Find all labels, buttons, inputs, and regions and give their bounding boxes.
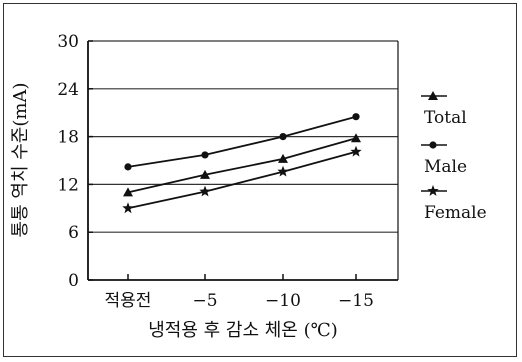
y-tick-label: 0: [68, 271, 79, 291]
axes: [87, 41, 399, 281]
x-axis-title: 냉적용 후 감소 체온 (℃): [148, 320, 338, 341]
y-tick-label: 24: [57, 80, 79, 100]
data-point-total: [123, 187, 133, 197]
legend-label-female: Female: [424, 203, 487, 223]
data-point-total: [351, 133, 361, 143]
series-line-male: [127, 115, 357, 168]
y-tick-labels: 0 6 12 18 24 30: [57, 32, 79, 291]
data-point-female: [199, 185, 211, 197]
figure-frame: [3, 3, 517, 357]
data-point-female: [277, 165, 289, 177]
y-axis-title: 통통 역치 수준(mA): [10, 83, 31, 238]
data-point-male: [124, 163, 132, 171]
y-tick-label: 12: [57, 175, 79, 195]
legend-marker-total: [428, 91, 438, 100]
data-point-total: [200, 169, 210, 179]
data-point-male: [352, 113, 360, 121]
legend-marker-male: [429, 141, 437, 149]
x-tick-label: 적용전: [105, 291, 152, 311]
series-line-total: [127, 137, 357, 194]
x-tick-label: −10: [265, 291, 301, 311]
data-point-female: [122, 202, 134, 214]
x-tick-label: −5: [192, 291, 217, 311]
series-line-female: [127, 150, 357, 210]
x-tick-labels: 적용전 −5 −10 −15: [105, 274, 374, 311]
legend-label-male: Male: [424, 157, 467, 177]
data-point-male: [201, 151, 209, 159]
y-tick-label: 30: [57, 32, 79, 52]
data-point-female: [350, 145, 362, 157]
y-tick-label: 18: [57, 128, 79, 148]
legend-label-total: Total: [424, 108, 467, 128]
series-lines: [122, 113, 362, 214]
x-tick-label: −15: [338, 291, 374, 311]
data-point-total: [278, 153, 288, 163]
y-tick-label: 6: [68, 223, 79, 243]
legend: Total Male Female: [421, 91, 487, 223]
legend-marker-female: [427, 185, 439, 196]
gridlines: [88, 40, 398, 281]
data-point-male: [279, 133, 287, 141]
